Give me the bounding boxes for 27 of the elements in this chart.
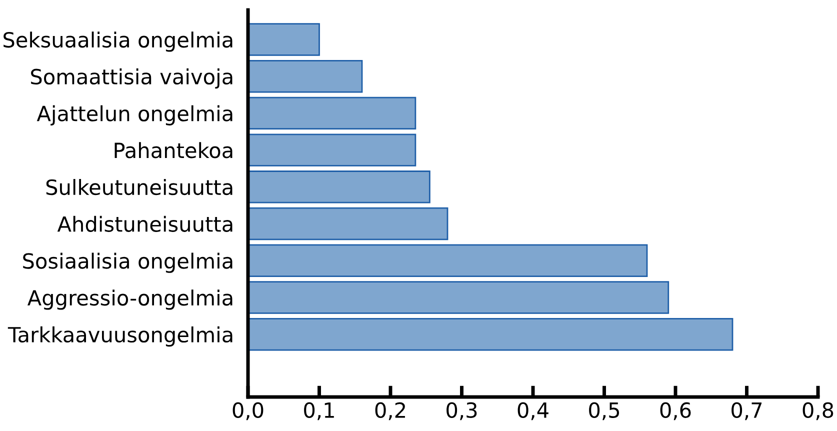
y-tick-label: Sosiaalisia ongelmia [23,252,232,273]
x-tick-label: 0,7 [732,402,762,420]
x-tick-label: 0,8 [802,402,834,420]
bar [248,318,734,351]
x-tick-label: 0,5 [589,402,619,420]
x-tick-label: 0,0 [232,402,264,420]
x-tick-label: 0,6 [660,402,691,420]
bar [248,207,448,240]
bar [248,60,363,93]
y-tick-label: Seksuaalisia ongelmia [4,32,232,52]
bar [248,244,648,277]
x-tick-label: 0,4 [518,402,548,420]
bar [248,134,416,166]
bar [248,96,416,130]
y-tick-label: Aggressio-ongelmia [27,290,232,310]
x-tick-label: 0,1 [304,402,334,420]
y-tick-label: Ahdistuneisuutta [57,216,232,232]
y-tick-label: Sulkeutuneisuutta [46,179,232,196]
bar [248,170,430,204]
x-tick-label: 0,2 [375,402,405,420]
y-tick-label: Tarkkaavuusongelmia [8,326,232,347]
y-tick-label: Pahantekoa [114,142,232,158]
bar [248,23,320,56]
y-tick-label: Somaattisia vaivoja [31,68,232,89]
bar [248,281,670,314]
y-tick-label: Ajattelun ongelmia [36,105,232,126]
x-tick-label: 0,3 [446,402,477,420]
